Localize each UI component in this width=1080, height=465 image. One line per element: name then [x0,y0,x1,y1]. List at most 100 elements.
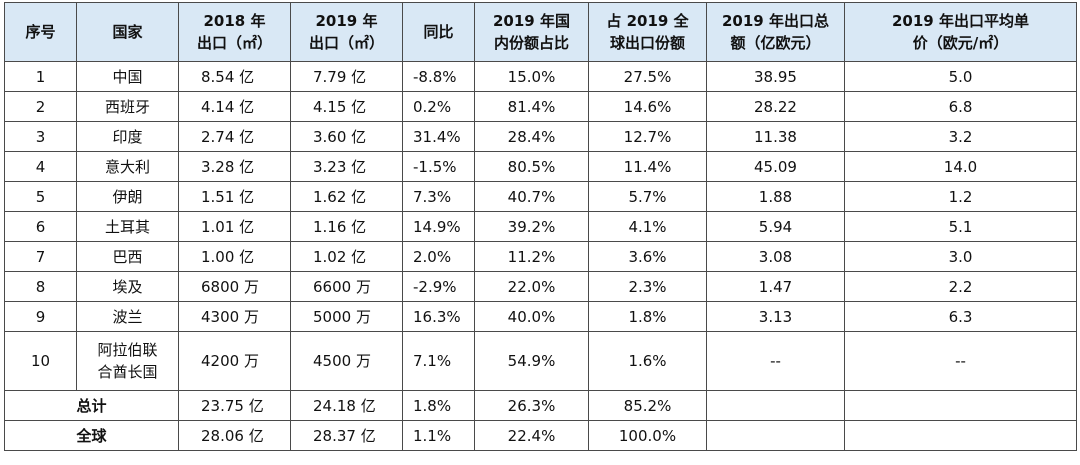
cell-unit-price: 6.3 [844,301,1077,332]
cell-total-value: 3.08 [706,241,845,272]
cell-global-share: 3.6% [588,241,707,272]
global-total-value [706,420,845,451]
global-unit-price [844,420,1077,451]
cell-unit-price: 5.0 [844,61,1077,92]
cell-country: 埃及 [76,271,179,302]
table-header: 序号 国家 2018 年 出口（㎡） 2019 年 出口（㎡） 同比 2019 … [4,2,1077,62]
cell-yoy: 0.2% [402,91,475,122]
cell-total-value: -- [706,331,845,391]
cell-unit-price: 1.2 [844,181,1077,212]
header-country: 国家 [76,2,179,62]
cell-domestic-share: 22.0% [474,271,589,302]
cell-unit-price: -- [844,331,1077,391]
cell-total-value: 11.38 [706,121,845,152]
cell-export-2019: 1.02 亿 [290,241,403,272]
cell-yoy: 7.3% [402,181,475,212]
cell-export-2019: 3.23 亿 [290,151,403,182]
header-global-share: 占 2019 全 球出口份额 [588,2,707,62]
cell-no: 4 [4,151,77,182]
cell-yoy: 31.4% [402,121,475,152]
cell-global-share: 1.6% [588,331,707,391]
header-export-2019: 2019 年 出口（㎡） [290,2,403,62]
table-row: 6 土耳其 1.01 亿 1.16 亿 14.9% 39.2% 4.1% 5.9… [4,211,1077,242]
global-domestic-share: 22.4% [474,420,589,451]
header-export-2018: 2018 年 出口（㎡） [178,2,291,62]
table-body: 1 中国 8.54 亿 7.79 亿 -8.8% 15.0% 27.5% 38.… [4,61,1077,451]
table-row: 1 中国 8.54 亿 7.79 亿 -8.8% 15.0% 27.5% 38.… [4,61,1077,92]
header-row: 序号 国家 2018 年 出口（㎡） 2019 年 出口（㎡） 同比 2019 … [4,2,1077,62]
cell-country: 巴西 [76,241,179,272]
cell-yoy: 2.0% [402,241,475,272]
total-row: 总计 23.75 亿 24.18 亿 1.8% 26.3% 85.2% [4,390,1077,421]
cell-no: 6 [4,211,77,242]
cell-total-value: 45.09 [706,151,845,182]
cell-no: 8 [4,271,77,302]
cell-domestic-share: 15.0% [474,61,589,92]
ceramic-tile-export-table: 序号 国家 2018 年 出口（㎡） 2019 年 出口（㎡） 同比 2019 … [4,2,1077,451]
global-export-2019: 28.37 亿 [290,420,403,451]
header-unit-price: 2019 年出口平均单 价（欧元/㎡） [844,2,1077,62]
cell-unit-price: 5.1 [844,211,1077,242]
cell-total-value: 5.94 [706,211,845,242]
cell-global-share: 4.1% [588,211,707,242]
cell-country: 土耳其 [76,211,179,242]
total-unit-price [844,390,1077,421]
table-row: 9 波兰 4300 万 5000 万 16.3% 40.0% 1.8% 3.13… [4,301,1077,332]
cell-export-2018: 4300 万 [178,301,291,332]
global-row: 全球 28.06 亿 28.37 亿 1.1% 22.4% 100.0% [4,420,1077,451]
cell-total-value: 28.22 [706,91,845,122]
cell-yoy: 7.1% [402,331,475,391]
cell-total-value: 38.95 [706,61,845,92]
total-global-share: 85.2% [588,390,707,421]
cell-unit-price: 6.8 [844,91,1077,122]
header-domestic-share: 2019 年国 内份额占比 [474,2,589,62]
cell-export-2019: 1.62 亿 [290,181,403,212]
cell-global-share: 11.4% [588,151,707,182]
cell-yoy: -1.5% [402,151,475,182]
cell-country: 中国 [76,61,179,92]
cell-export-2018: 1.51 亿 [178,181,291,212]
cell-no: 5 [4,181,77,212]
total-yoy: 1.8% [402,390,475,421]
header-total-value: 2019 年出口总 额（亿欧元） [706,2,845,62]
total-export-2018: 23.75 亿 [178,390,291,421]
cell-unit-price: 3.0 [844,241,1077,272]
global-export-2018: 28.06 亿 [178,420,291,451]
cell-export-2018: 1.01 亿 [178,211,291,242]
cell-domestic-share: 11.2% [474,241,589,272]
cell-no: 7 [4,241,77,272]
global-yoy: 1.1% [402,420,475,451]
cell-domestic-share: 28.4% [474,121,589,152]
total-label: 总计 [4,390,179,421]
cell-no: 3 [4,121,77,152]
cell-no: 10 [4,331,77,391]
cell-country: 阿拉伯联 合酋长国 [76,331,179,391]
cell-domestic-share: 54.9% [474,331,589,391]
cell-export-2018: 2.74 亿 [178,121,291,152]
cell-country: 伊朗 [76,181,179,212]
cell-export-2019: 4.15 亿 [290,91,403,122]
global-global-share: 100.0% [588,420,707,451]
cell-domestic-share: 40.7% [474,181,589,212]
cell-domestic-share: 80.5% [474,151,589,182]
cell-export-2019: 3.60 亿 [290,121,403,152]
cell-total-value: 3.13 [706,301,845,332]
cell-export-2018: 3.28 亿 [178,151,291,182]
cell-domestic-share: 39.2% [474,211,589,242]
table-row: 2 西班牙 4.14 亿 4.15 亿 0.2% 81.4% 14.6% 28.… [4,91,1077,122]
cell-yoy: -8.8% [402,61,475,92]
cell-export-2019: 1.16 亿 [290,211,403,242]
cell-unit-price: 3.2 [844,121,1077,152]
cell-global-share: 1.8% [588,301,707,332]
cell-global-share: 5.7% [588,181,707,212]
cell-yoy: -2.9% [402,271,475,302]
cell-total-value: 1.47 [706,271,845,302]
cell-global-share: 2.3% [588,271,707,302]
cell-export-2018: 6800 万 [178,271,291,302]
cell-export-2019: 5000 万 [290,301,403,332]
cell-country: 意大利 [76,151,179,182]
global-label: 全球 [4,420,179,451]
table-row: 3 印度 2.74 亿 3.60 亿 31.4% 28.4% 12.7% 11.… [4,121,1077,152]
total-domestic-share: 26.3% [474,390,589,421]
